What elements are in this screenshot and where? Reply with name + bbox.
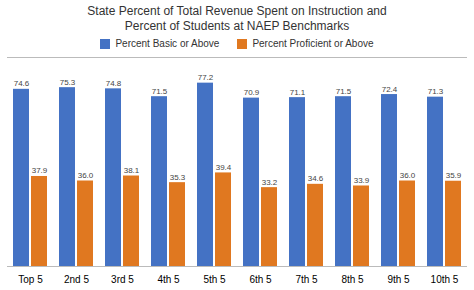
svg-text:37.9: 37.9 [32,166,48,175]
svg-text:36.0: 36.0 [78,171,94,180]
html-text:State Percent of Total Revenue: State Percent of Total Revenue Spent on … [87,4,387,33]
svg-text:36.0: 36.0 [400,171,416,180]
svg-text:7th 5: 7th 5 [295,274,318,285]
svg-text:34.6: 34.6 [308,174,324,183]
svg-text:71.5: 71.5 [152,87,168,96]
svg-text:8th 5: 8th 5 [341,274,364,285]
svg-text:72.4: 72.4 [382,85,398,94]
svg-text:70.9: 70.9 [244,88,260,97]
svg-text:35.3: 35.3 [170,173,186,182]
svg-text:33.9: 33.9 [354,176,370,185]
svg-text:77.2: 77.2 [198,73,214,82]
svg-text:3rd 5: 3rd 5 [111,274,134,285]
svg-text:74.8: 74.8 [106,79,122,88]
html-text:Percent Proficient or Above: Percent Proficient or Above [252,38,374,49]
svg-text:39.4: 39.4 [216,163,232,172]
svg-text:5th 5: 5th 5 [203,274,226,285]
svg-text:75.3: 75.3 [60,78,76,87]
svg-text:2nd 5: 2nd 5 [64,274,89,285]
svg-text:71.5: 71.5 [336,87,352,96]
html-text:Percent Basic or Above: Percent Basic or Above [115,38,220,49]
svg-text:35.9: 35.9 [446,171,462,180]
svg-text:74.6: 74.6 [14,79,30,88]
svg-text:33.2: 33.2 [262,178,278,187]
svg-text:Top 5: Top 5 [18,274,43,285]
svg-text:10th 5: 10th 5 [431,274,459,285]
svg-text:71.3: 71.3 [428,87,444,96]
svg-text:38.1: 38.1 [124,166,140,175]
svg-text:9th 5: 9th 5 [387,274,410,285]
svg-text:71.1: 71.1 [290,88,306,97]
svg-text:4th 5: 4th 5 [157,274,180,285]
svg-text:6th 5: 6th 5 [249,274,272,285]
